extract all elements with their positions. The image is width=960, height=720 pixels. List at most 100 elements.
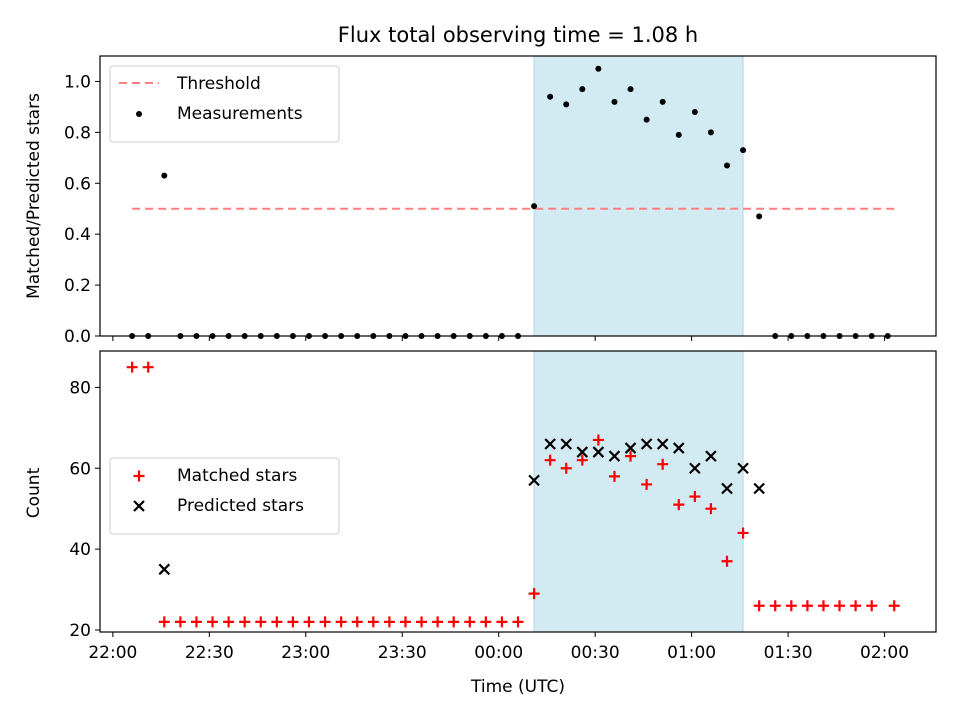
x-tick-label: 00:30 [571, 643, 620, 663]
bottom-y-tick-label: 60 [69, 459, 91, 479]
predicted-stars-point [592, 446, 605, 458]
matched-stars-point [464, 616, 476, 628]
top-panel: 0.0 0.2 0.4 0.6 0.8 1.0 Threshold Measurements [64, 55, 937, 347]
x-tick-label: 22:30 [185, 643, 234, 663]
predicted-stars-point [737, 462, 749, 475]
matched-stars-point [351, 616, 363, 628]
measurements-point [579, 86, 586, 93]
x-tick-label: 23:00 [281, 643, 330, 663]
bottom-y-tick-label: 40 [69, 540, 91, 560]
legend-label-measurements: Measurements [177, 104, 303, 124]
bottom-legend: Matched stars Predicted stars [109, 457, 340, 535]
matched-stars-point [641, 478, 653, 490]
matched-stars-point [287, 616, 299, 628]
matched-stars-point [544, 454, 556, 466]
predicted-stars-point [608, 450, 621, 462]
predicted-stars-point [560, 438, 573, 450]
matched-stars-point [769, 600, 781, 612]
measurements-point [691, 109, 698, 115]
predicted-stars-point [544, 438, 556, 450]
top-legend: Threshold Measurements [109, 65, 340, 143]
matched-stars-point [705, 503, 717, 515]
matched-stars-point [834, 600, 846, 612]
measurements-point [740, 147, 747, 154]
top-y-tick-label: 0.8 [64, 123, 91, 143]
matched-stars-point [416, 616, 428, 628]
legend-swatch-predicted-stars [133, 500, 145, 512]
matched-stars-point [753, 600, 765, 612]
legend-label-predicted-stars: Predicted stars [177, 496, 304, 516]
top-highlight-span [533, 55, 744, 337]
matched-stars-point [657, 458, 669, 470]
predicted-stars-point [689, 462, 701, 475]
x-tick-label: 22:00 [88, 643, 137, 663]
legend-label-threshold: Threshold [176, 74, 261, 94]
bottom-highlight-span [533, 350, 744, 633]
matched-stars-point [255, 616, 267, 628]
measurements-point [659, 98, 666, 105]
matched-stars-point [512, 616, 524, 628]
x-tick-label: 00:00 [474, 643, 523, 663]
top-y-tick-label: 0.0 [64, 327, 91, 347]
top-y-tick-label: 0.4 [64, 225, 91, 245]
measurements-point [707, 129, 714, 136]
x-tick-label: 02:00 [860, 643, 909, 663]
legend-swatch-matched-stars [133, 470, 145, 482]
predicted-stars-point [624, 442, 637, 454]
matched-stars-point [592, 434, 604, 446]
predicted-stars-point [753, 482, 765, 495]
matched-stars-point [721, 555, 733, 567]
bottom-panel: 20 40 60 80 22:00 22:30 23:00 23:30 00:00 00:30 01… [69, 350, 937, 663]
matched-stars-point [223, 616, 235, 628]
matched-stars-point [496, 616, 508, 628]
matched-stars-point [319, 616, 331, 628]
measurements-point [531, 203, 538, 210]
measurements-point [611, 98, 618, 105]
predicted-stars-point [721, 482, 733, 495]
measurements-point [563, 101, 570, 108]
measurements-point [724, 162, 730, 169]
predicted-stars-point [656, 438, 669, 450]
matched-stars-point [239, 616, 251, 628]
top-panel-y-axis-label: Matched/Predicted stars [24, 93, 44, 299]
measurements-point [161, 172, 168, 179]
matched-stars-point [271, 616, 283, 628]
x-tick-label: 01:00 [667, 643, 716, 663]
legend-swatch-measurements [136, 111, 142, 117]
top-axes-frame [99, 55, 937, 337]
matched-stars-point [174, 616, 186, 628]
predicted-stars-point [158, 563, 171, 576]
matched-stars-point [576, 454, 588, 466]
measurements-point [675, 131, 682, 138]
matched-stars-point [432, 616, 444, 628]
matched-stars-point [448, 616, 460, 628]
bottom-y-tick-label: 80 [69, 378, 91, 398]
top-y-tick-label: 0.6 [64, 174, 91, 194]
top-y-tick-label: 1.0 [64, 72, 91, 92]
x-axis-label: Time (UTC) [470, 677, 565, 697]
matched-stars-point [303, 616, 315, 628]
legend-label-matched-stars: Matched stars [177, 466, 297, 486]
matched-stars-point [207, 616, 219, 628]
measurements-point [643, 116, 650, 123]
bottom-legend-box [109, 457, 340, 535]
predicted-stars-point [705, 450, 717, 462]
matched-stars-point [480, 616, 492, 628]
matched-stars-point [608, 470, 620, 482]
predicted-stars-point [576, 446, 589, 458]
predicted-stars-point [672, 442, 685, 454]
measurements-point [756, 213, 763, 220]
matched-stars-point [190, 616, 202, 628]
matched-stars-point [866, 600, 878, 612]
matched-stars-point [673, 499, 685, 511]
matched-stars-point [888, 600, 900, 612]
measurements-point [547, 93, 554, 100]
bottom-axes-frame [99, 350, 937, 633]
matched-stars-point [785, 600, 797, 612]
x-tick-label: 01:30 [764, 643, 813, 663]
predicted-stars-point [640, 438, 653, 450]
chart-title: Flux total observing time = 1.08 h [338, 23, 698, 47]
matched-stars-point [689, 491, 701, 503]
matched-stars-point [335, 616, 347, 628]
